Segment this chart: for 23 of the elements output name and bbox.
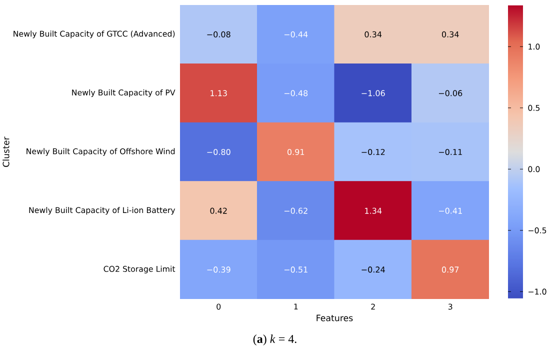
data-label: −0.44: [284, 31, 308, 38]
text: (a) k = 4.: [253, 334, 296, 346]
data-label: −0.51: [284, 266, 308, 273]
data-label: −0.41: [438, 208, 462, 214]
data-label: 0.91: [287, 148, 304, 156]
data-label: 1.13: [210, 90, 227, 96]
data-label: −1.06: [362, 90, 385, 96]
data-label: −0.39: [207, 266, 230, 273]
y-axis-title: Cluster: [2, 136, 10, 167]
data-label: −0.11: [438, 148, 462, 156]
data-label: −0.62: [284, 208, 308, 214]
data-label: −0.24: [362, 266, 385, 273]
data-label: −0.08: [207, 31, 230, 38]
data-label: −0.12: [362, 148, 385, 156]
data-label: 0.97: [442, 266, 459, 273]
data-label: −0.80: [207, 148, 230, 156]
data-label: −0.06: [438, 90, 462, 96]
data-label: 1.34: [365, 208, 382, 214]
data-label: 0.42: [210, 208, 227, 214]
data-label: 0.34: [364, 31, 382, 38]
data-label: 0.34: [442, 31, 459, 38]
x-axis-title: Features: [316, 314, 353, 322]
data-label: −0.48: [284, 90, 308, 96]
